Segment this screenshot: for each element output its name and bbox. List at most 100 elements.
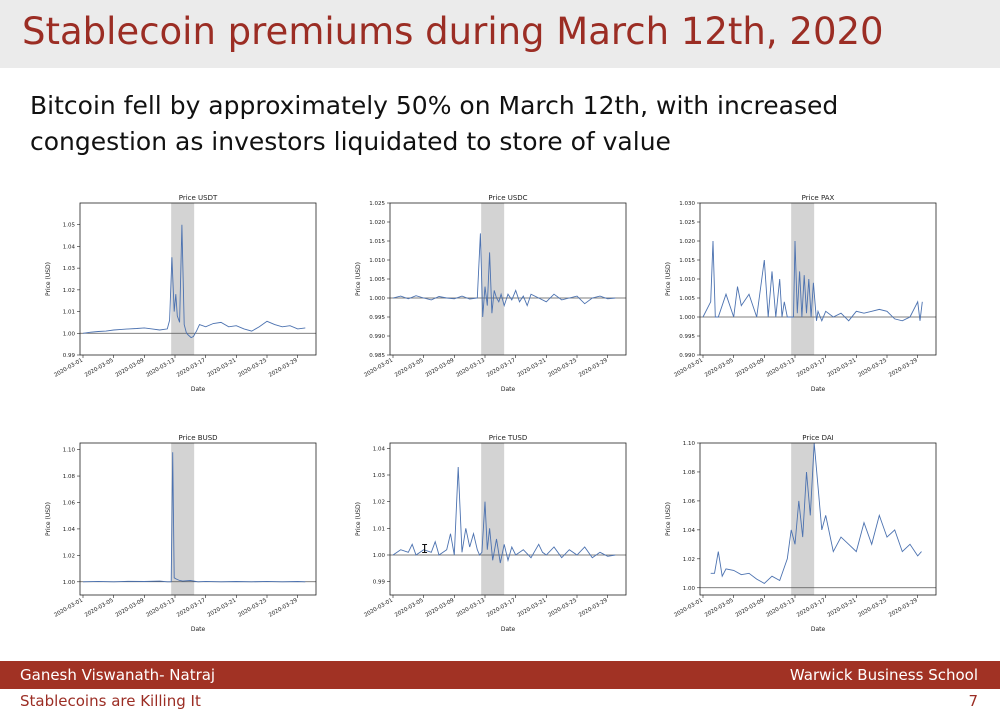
- y-tick-label: 1.06: [683, 499, 696, 505]
- x-tick-label: 2020-03-21: [207, 598, 238, 619]
- plot-frame: [79, 442, 317, 596]
- y-axis-label: Price (USD): [665, 262, 672, 296]
- page-number: 7: [968, 692, 978, 710]
- plot-frame: [389, 202, 627, 356]
- x-tick-label: 2020-03-05: [394, 597, 425, 618]
- footer-topic: Stablecoins are Killing It: [20, 692, 201, 710]
- y-tick-label: 1.005: [369, 277, 385, 283]
- y-tick-label: 1.00: [63, 580, 76, 586]
- title-bar: [0, 0, 1000, 68]
- plot-frame: [699, 202, 937, 356]
- y-tick-label: 1.010: [679, 277, 695, 283]
- slide-title: Stablecoin premiums during March 12th, 2…: [22, 10, 884, 53]
- x-tick-label: 2020-03-13: [145, 597, 176, 618]
- x-tick-label: 2020-03-13: [765, 357, 796, 378]
- x-tick-label: 2020-03-05: [394, 357, 425, 378]
- x-tick-label: 2020-03-13: [765, 597, 796, 618]
- x-tick-label: 2020-03-09: [425, 597, 456, 618]
- x-tick-label: 2020-03-29: [578, 357, 609, 378]
- chart-title: Price TUSD: [489, 434, 528, 442]
- x-axis-label: Date: [191, 626, 206, 633]
- x-axis-label: Date: [191, 386, 206, 393]
- footer-bottom: Stablecoins are Killing It 7: [0, 689, 1000, 714]
- x-tick-label: 2020-03-17: [486, 357, 517, 378]
- x-tick-label: 2020-03-21: [827, 598, 858, 619]
- x-tick-label: 2020-03-17: [796, 597, 827, 618]
- series-line-busd: [82, 452, 306, 583]
- y-tick-label: 1.10: [63, 448, 76, 454]
- x-tick-label: 2020-03-17: [796, 357, 827, 378]
- x-tick-label: 2020-03-09: [735, 597, 766, 618]
- y-tick-label: 1.02: [683, 557, 695, 563]
- series-line-dai: [710, 442, 922, 584]
- x-tick-label: 2020-03-25: [237, 357, 268, 378]
- y-tick-label: 1.06: [63, 500, 76, 506]
- x-tick-label: 2020-03-25: [547, 357, 578, 378]
- y-tick-label: 0.99: [373, 580, 386, 586]
- x-tick-label: 2020-03-09: [115, 597, 146, 618]
- x-tick-label: 2020-03-05: [704, 597, 735, 618]
- x-tick-label: 2020-03-09: [735, 357, 766, 378]
- y-tick-label: 0.990: [369, 334, 385, 340]
- chart-title: Price USDT: [179, 194, 218, 202]
- y-tick-label: 0.99: [63, 353, 76, 359]
- y-tick-label: 1.00: [683, 586, 696, 592]
- x-tick-label: 2020-03-29: [268, 597, 299, 618]
- x-tick-label: 2020-03-13: [455, 597, 486, 618]
- x-tick-label: 2020-03-17: [176, 357, 207, 378]
- y-tick-label: 1.02: [63, 553, 75, 559]
- x-tick-label: 2020-03-29: [888, 357, 919, 378]
- y-tick-label: 1.000: [679, 315, 695, 321]
- x-tick-label: 2020-03-05: [704, 357, 735, 378]
- x-tick-label: 2020-03-05: [84, 597, 115, 618]
- y-tick-label: 1.03: [63, 266, 76, 272]
- x-axis-label: Date: [501, 626, 516, 633]
- y-tick-label: 1.10: [683, 441, 696, 447]
- x-tick-label: 2020-03-29: [268, 357, 299, 378]
- y-tick-label: 1.02: [373, 500, 385, 506]
- y-tick-label: 1.020: [679, 239, 695, 245]
- x-tick-label: 2020-03-01: [53, 358, 84, 379]
- y-tick-label: 1.01: [373, 526, 385, 532]
- y-tick-label: 0.990: [679, 353, 695, 359]
- x-tick-label: 2020-03-01: [53, 598, 84, 619]
- y-tick-label: 1.08: [683, 470, 696, 476]
- x-tick-label: 2020-03-25: [857, 357, 888, 378]
- y-tick-label: 1.00: [63, 331, 76, 337]
- shaded-region: [481, 443, 505, 595]
- chart-title: Price DAI: [802, 434, 833, 442]
- series-line-usdc: [392, 233, 616, 318]
- y-tick-label: 1.04: [63, 244, 76, 250]
- x-tick-label: 2020-03-13: [145, 357, 176, 378]
- series-line-usdt: [82, 224, 306, 339]
- series-line-tusd: [392, 466, 616, 564]
- y-tick-label: 1.030: [679, 201, 695, 207]
- y-tick-label: 1.04: [63, 527, 76, 533]
- shaded-region: [171, 203, 195, 355]
- y-tick-label: 1.010: [369, 258, 385, 264]
- x-tick-label: 2020-03-01: [363, 358, 394, 379]
- chart-price-usdt: Price USDT 0.99 1.00 1.01 1.02 1.03 1.04 1.05 20…: [45, 194, 317, 393]
- x-tick-label: 2020-03-09: [425, 357, 456, 378]
- y-tick-label: 1.03: [373, 473, 386, 479]
- y-tick-label: 1.08: [63, 474, 76, 480]
- x-axis-label: Date: [501, 386, 516, 393]
- plot-frame: [79, 202, 317, 356]
- x-tick-label: 2020-03-05: [84, 357, 115, 378]
- y-tick-label: 0.985: [369, 353, 385, 359]
- x-tick-label: 2020-03-17: [486, 597, 517, 618]
- y-tick-label: 1.015: [369, 239, 385, 245]
- footer-top: Ganesh Viswanath- Natraj Warwick Busines…: [0, 661, 1000, 689]
- x-tick-label: 2020-03-01: [363, 598, 394, 619]
- chart-title: Price BUSD: [178, 434, 217, 442]
- y-tick-label: 1.00: [373, 553, 386, 559]
- shaded-region: [791, 443, 815, 595]
- y-tick-label: 1.000: [369, 296, 385, 302]
- x-axis-label: Date: [811, 386, 826, 393]
- y-tick-label: 1.04: [683, 528, 696, 534]
- y-tick-label: 1.015: [679, 258, 695, 264]
- x-tick-label: 2020-03-21: [517, 598, 548, 619]
- x-tick-label: 2020-03-29: [578, 597, 609, 618]
- y-tick-label: 1.025: [369, 201, 385, 207]
